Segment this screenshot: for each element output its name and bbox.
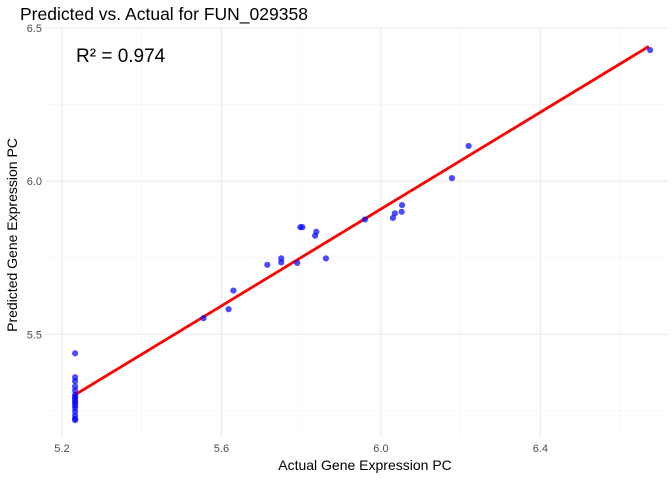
data-points: [72, 46, 654, 424]
data-point: [299, 224, 306, 231]
y-axis-ticks: 5.5 6.0 6.5: [27, 23, 42, 341]
x-tick-label: 5.2: [54, 443, 69, 455]
x-axis-title: Actual Gene Expression PC: [278, 457, 452, 473]
data-point: [278, 255, 285, 262]
x-axis-ticks: 5.2 5.6 6.0 6.4: [54, 443, 548, 455]
data-point: [398, 208, 405, 215]
data-point: [264, 261, 271, 268]
y-tick-label: 6.5: [27, 23, 42, 35]
data-point: [465, 142, 472, 150]
regression-line-layer: [74, 45, 650, 396]
data-point: [72, 402, 79, 409]
data-point: [72, 378, 79, 385]
data-point: [313, 228, 320, 235]
data-point: [361, 216, 369, 223]
data-point: [398, 201, 406, 209]
regression-line: [74, 45, 650, 396]
y-tick-label: 6.0: [27, 176, 42, 188]
x-tick-label: 6.0: [373, 443, 388, 455]
data-point: [72, 350, 79, 357]
data-point: [72, 394, 79, 401]
data-point: [230, 287, 237, 294]
data-point: [646, 46, 654, 54]
y-axis-title: Predicted Gene Expression PC: [4, 138, 20, 332]
data-point: [448, 175, 455, 182]
grid-lines: [46, 27, 668, 437]
data-point: [391, 210, 398, 217]
x-tick-label: 5.6: [214, 443, 229, 455]
data-point: [294, 259, 301, 267]
data-point: [72, 387, 79, 394]
chart-title: Predicted vs. Actual for FUN_029358: [20, 4, 308, 25]
r-squared-annotation: R² = 0.974: [76, 46, 166, 67]
data-point: [225, 306, 232, 313]
data-point: [200, 315, 207, 322]
data-point: [322, 255, 329, 262]
data-point: [72, 417, 79, 424]
y-tick-label: 5.5: [27, 329, 42, 341]
x-tick-label: 6.4: [533, 443, 548, 455]
